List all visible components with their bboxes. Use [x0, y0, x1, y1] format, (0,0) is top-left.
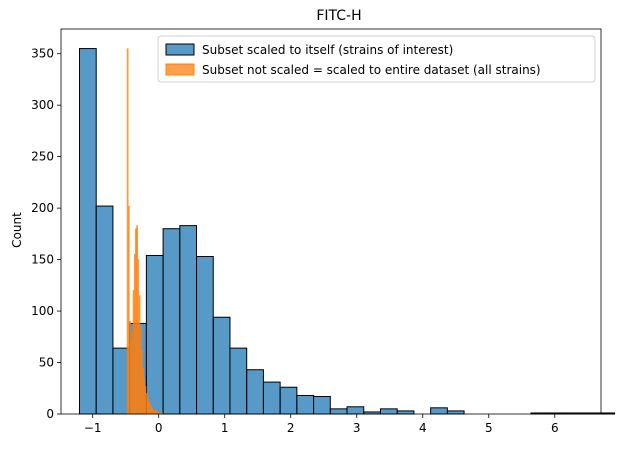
bar-series-1: [396, 410, 415, 415]
y-tick-label: 200: [31, 201, 54, 215]
y-axis-label: Count: [10, 212, 24, 248]
legend-label: Subset not scaled = scaled to entire dat…: [202, 63, 541, 77]
bar-series-1: [212, 316, 231, 415]
bar-series-1: [246, 369, 264, 415]
y-tick-label: 0: [46, 407, 54, 421]
y-tick-label: 250: [31, 150, 54, 164]
x-tick-label: 2: [287, 421, 295, 435]
plot-frame: [60, 28, 602, 415]
y-tick-label: 100: [31, 304, 54, 318]
x-axis: −1 0 1 2 3 4 5 6: [84, 414, 559, 435]
bar-series-1: [179, 225, 198, 415]
plot-area: [78, 48, 616, 415]
bar-series-1: [313, 396, 331, 415]
legend-swatch: [165, 43, 195, 56]
x-tick-label: 5: [485, 421, 493, 435]
bar-series-1: [296, 394, 315, 415]
chart-title: FITC-H: [316, 8, 361, 24]
bar-series-1: [145, 254, 164, 415]
legend-box: [157, 35, 596, 83]
x-tick-label: 4: [419, 421, 427, 435]
bar-series-1: [279, 386, 298, 415]
y-tick-label: 50: [39, 356, 54, 370]
bar-series-1: [446, 410, 465, 415]
y-tick-label: 150: [31, 253, 54, 267]
bar-series-1: [346, 406, 365, 415]
bar-series-1: [329, 408, 348, 415]
legend-label: Subset scaled to itself (strains of inte…: [202, 43, 453, 57]
bar-series-1: [162, 228, 181, 415]
y-tick-label: 300: [31, 98, 54, 112]
y-tick-label: 350: [31, 47, 54, 61]
bar-series-1: [379, 408, 398, 415]
legend-swatch: [165, 63, 195, 76]
bar-series-1: [262, 381, 281, 415]
bar-series-1: [430, 407, 448, 415]
bar-series-1: [196, 256, 214, 415]
bar-series-1: [597, 412, 616, 415]
bar-series-1: [95, 205, 114, 415]
legend: Subset scaled to itself (strains of inte…: [157, 35, 596, 83]
x-tick-label: 1: [221, 421, 229, 435]
y-axis: 0 50 100 150 200 250 300 350: [31, 47, 61, 421]
x-tick-label: −1: [84, 421, 102, 435]
bar-series-1: [78, 48, 97, 415]
x-tick-label: 6: [551, 421, 559, 435]
bar-series-1: [229, 347, 248, 415]
x-tick-label: 0: [155, 421, 163, 435]
x-tick-label: 3: [353, 421, 361, 435]
